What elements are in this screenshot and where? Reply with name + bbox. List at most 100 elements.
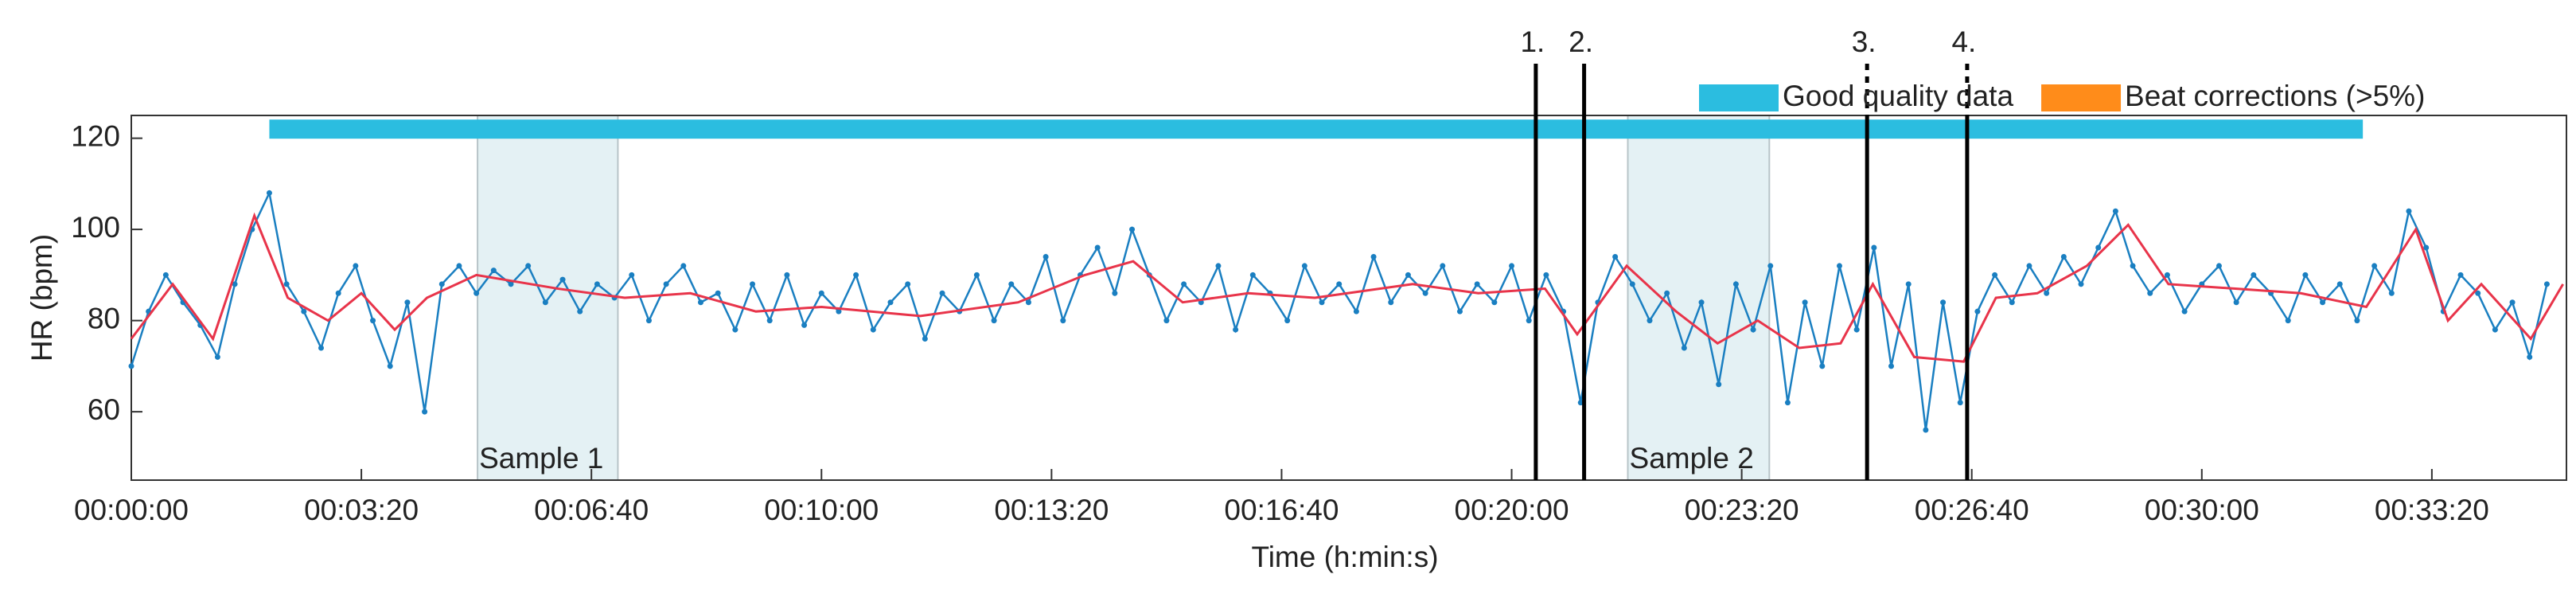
hr-point: [1233, 326, 1239, 333]
hr-point: [2233, 299, 2239, 306]
hr-point: [490, 268, 497, 274]
hr-point: [2095, 244, 2102, 251]
hr-point: [2112, 208, 2118, 214]
hr-point: [2147, 290, 2153, 296]
x-tick-label: 00:26:40: [1915, 494, 2029, 526]
hr-point: [732, 326, 739, 333]
hr-point: [2492, 326, 2498, 333]
hr-point: [1112, 290, 1118, 296]
event-label: 4.: [1951, 25, 1976, 58]
good-quality-bar: [269, 119, 2364, 139]
x-tick-label: 00:33:20: [2375, 494, 2489, 526]
hr-point: [2044, 290, 2050, 296]
hr-point: [2336, 281, 2343, 287]
plot-frame: [131, 115, 2567, 481]
hr-point: [577, 308, 583, 315]
hr-point: [508, 281, 514, 287]
x-tick-label: 00:30:00: [2145, 494, 2259, 526]
hr-point: [818, 290, 824, 296]
hr-point: [1577, 400, 1584, 406]
hr-point: [836, 308, 842, 315]
hr-point: [162, 272, 169, 278]
hr-point: [1992, 272, 1998, 278]
legend-label: Beat corrections (>5%): [2125, 80, 2425, 112]
event-label: 3.: [1852, 25, 1876, 58]
hr-point: [801, 322, 808, 328]
hr-point: [715, 290, 721, 296]
hr-point: [939, 290, 945, 296]
x-tick-label: 00:20:00: [1455, 494, 1569, 526]
hr-point: [1836, 263, 1842, 269]
hr-point: [645, 318, 652, 324]
hr-point: [1905, 281, 1912, 287]
hr-point: [922, 336, 928, 342]
y-tick-label: 60: [88, 393, 120, 426]
hr-point: [1025, 299, 1031, 306]
hr-point: [1215, 263, 1222, 269]
hr-point: [1301, 263, 1307, 269]
hr-point: [973, 272, 980, 278]
hr-point: [422, 408, 428, 415]
hr-point: [2060, 253, 2067, 260]
hr-point: [1370, 253, 1377, 260]
hr-point: [1474, 281, 1480, 287]
hr-point: [2285, 318, 2291, 324]
hr-point: [1647, 318, 1653, 324]
hr-point: [128, 363, 134, 369]
hr-point: [1716, 381, 1722, 388]
hr-point: [370, 318, 376, 324]
hr-point: [2130, 263, 2136, 269]
hr-point: [2026, 263, 2032, 269]
hr-point: [1802, 299, 1808, 306]
x-tick-label: 00:03:20: [304, 494, 419, 526]
hr-point: [1629, 281, 1635, 287]
hr-point: [1940, 299, 1947, 306]
hr-point: [991, 318, 997, 324]
hr-point: [2320, 299, 2326, 306]
x-tick-label: 00:23:20: [1685, 494, 1799, 526]
hr-point: [2216, 263, 2222, 269]
hr-point: [542, 299, 548, 306]
hr-point: [1509, 263, 1515, 269]
hr-point: [1957, 400, 1963, 406]
hr-point: [2078, 281, 2084, 287]
hr-point: [456, 263, 462, 269]
sample-region: [1627, 115, 1771, 481]
hr-point: [1698, 299, 1705, 306]
hr-point: [1094, 244, 1101, 251]
hr-point: [1543, 272, 1549, 278]
hr-point: [1526, 318, 1532, 324]
sample-label: Sample 1: [479, 442, 603, 475]
hr-point: [1163, 318, 1170, 324]
hr-point: [680, 263, 687, 269]
y-tick-label: 100: [71, 211, 120, 244]
x-tick-label: 00:00:00: [74, 494, 189, 526]
x-tick-label: 00:06:40: [534, 494, 649, 526]
hr-point: [318, 345, 324, 351]
hr-point: [2406, 208, 2412, 214]
x-tick-label: 00:10:00: [764, 494, 879, 526]
hr-point: [2527, 354, 2533, 360]
hr-point: [1974, 308, 1981, 315]
hr-point: [438, 281, 445, 287]
y-axis-label: HR (bpm): [25, 234, 58, 361]
hr-point: [1319, 299, 1325, 306]
legend-swatch: [2041, 84, 2122, 111]
hr-point: [629, 272, 635, 278]
hr-point: [266, 190, 272, 196]
hr-point: [1491, 299, 1498, 306]
hr-point: [1681, 345, 1687, 351]
hr-point: [214, 354, 220, 360]
hr-point: [1042, 253, 1049, 260]
hr-point: [559, 276, 566, 283]
hr-point: [1923, 427, 1929, 433]
hr-point: [2009, 299, 2015, 306]
hr-point: [784, 272, 790, 278]
hr-point: [750, 281, 756, 287]
sample-label: Sample 2: [1630, 442, 1754, 475]
event-label: 1.: [1520, 25, 1545, 58]
hr-point: [2251, 272, 2257, 278]
hr-point: [1888, 363, 1895, 369]
hr-point: [1008, 281, 1015, 287]
